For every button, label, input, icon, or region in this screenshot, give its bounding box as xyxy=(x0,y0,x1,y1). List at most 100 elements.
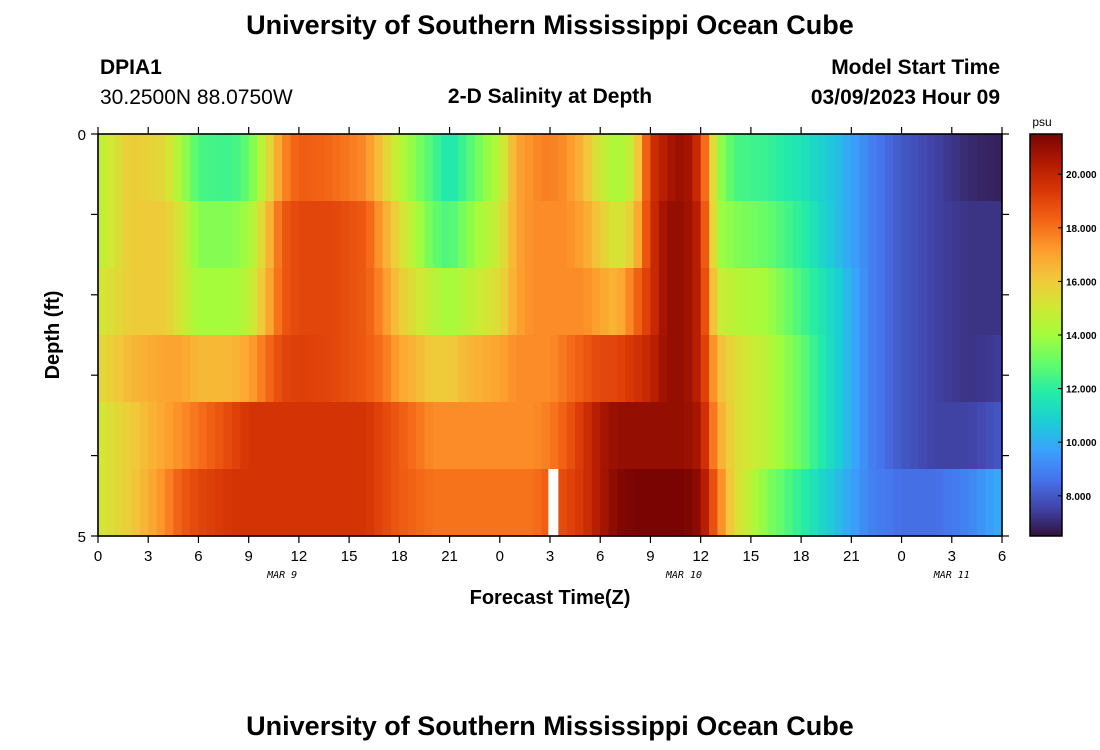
heatmap-cell xyxy=(365,469,375,537)
heatmap-cell xyxy=(365,402,375,470)
heatmap-cell xyxy=(298,134,308,202)
heatmap-cell xyxy=(859,201,869,269)
heatmap-cell xyxy=(315,402,325,470)
heatmap-cell xyxy=(951,134,961,202)
heatmap-cell xyxy=(416,134,426,202)
heatmap-cell xyxy=(474,268,484,336)
colorbar-unit: psu xyxy=(1032,115,1051,129)
heatmap-cell xyxy=(324,134,333,202)
heatmap-cell xyxy=(893,134,903,202)
heatmap-cell xyxy=(976,268,986,336)
heatmap-cell xyxy=(491,469,501,537)
x-tick-label: 18 xyxy=(391,548,408,565)
colorbar-tick-label: 10.000 xyxy=(1066,438,1097,449)
heatmap-cell xyxy=(131,201,141,269)
heatmap-cell xyxy=(550,268,559,336)
heatmap-cell xyxy=(340,201,350,269)
heatmap-cell xyxy=(173,134,183,202)
heatmap-cell xyxy=(231,134,241,202)
x-tick-label: 9 xyxy=(244,548,252,565)
missing-data-marks xyxy=(548,469,559,536)
heatmap-cell xyxy=(324,335,333,403)
heatmap-cell xyxy=(960,201,970,269)
heatmap-cell xyxy=(550,134,559,202)
heatmap-cell xyxy=(298,469,308,537)
heatmap-cell xyxy=(324,201,333,269)
heatmap-cell xyxy=(985,268,995,336)
heatmap-cell xyxy=(692,402,702,470)
heatmap-cell xyxy=(148,335,158,403)
heatmap-cell xyxy=(909,268,919,336)
heatmap-cell xyxy=(508,268,518,336)
heatmap-cell xyxy=(441,402,451,470)
heatmap-cell xyxy=(960,469,970,537)
heatmap-cell xyxy=(909,335,919,403)
x-tick-label: 21 xyxy=(441,548,458,565)
heatmap-cell xyxy=(834,201,844,269)
heatmap-cell xyxy=(851,134,861,202)
heatmap-cell xyxy=(349,402,359,470)
heatmap-cell xyxy=(508,469,518,537)
heatmap-cell xyxy=(407,469,417,537)
heatmap-cell xyxy=(600,201,610,269)
heatmap-cell xyxy=(616,201,626,269)
heatmap-cell xyxy=(608,469,618,537)
heatmap-cell xyxy=(248,201,258,269)
heatmap-cell xyxy=(918,469,928,537)
heatmap-cell xyxy=(642,134,652,202)
heatmap-cell xyxy=(533,335,543,403)
heatmap-cell xyxy=(717,402,727,470)
heatmap-cell xyxy=(215,469,225,537)
heatmap-cell xyxy=(884,335,894,403)
heatmap-cell xyxy=(750,402,760,470)
heatmap-cell xyxy=(449,201,459,269)
heatmap-cell xyxy=(407,134,417,202)
heatmap-cell xyxy=(826,469,836,537)
heatmap-cell xyxy=(985,335,995,403)
heatmap-cell xyxy=(591,469,601,537)
heatmap-cell xyxy=(642,201,652,269)
heatmap-cell xyxy=(499,201,509,269)
heatmap-cell xyxy=(424,469,434,537)
heatmap-cell xyxy=(583,268,593,336)
heatmap-cell xyxy=(240,201,250,269)
heatmap-cell xyxy=(374,402,384,470)
heatmap-cell xyxy=(139,469,149,537)
heatmap-cell xyxy=(466,201,476,269)
heatmap-cell xyxy=(474,335,484,403)
heatmap-cell xyxy=(608,335,618,403)
heatmap-cell xyxy=(491,268,501,336)
heatmap-cell xyxy=(767,268,777,336)
heatmap-cell xyxy=(382,469,392,537)
heatmap-cell xyxy=(248,134,258,202)
heatmap-cell xyxy=(340,335,350,403)
heatmap-cell xyxy=(868,201,878,269)
heatmap-cell xyxy=(173,335,183,403)
heatmap-cell xyxy=(616,134,626,202)
heatmap-cell xyxy=(508,335,518,403)
heatmap-cell xyxy=(558,134,568,202)
heatmap-cell xyxy=(541,335,551,403)
heatmap-cell xyxy=(600,268,610,336)
heatmap-cell xyxy=(709,335,719,403)
heatmap-cell xyxy=(349,469,359,537)
heatmap-cell xyxy=(457,201,467,269)
heatmap-cell xyxy=(282,469,292,537)
heatmap-cell xyxy=(926,134,936,202)
heatmap-cell xyxy=(985,201,995,269)
heatmap-cell xyxy=(123,134,133,202)
heatmap-cell xyxy=(156,201,166,269)
heatmap-cell xyxy=(499,268,509,336)
heatmap-cell xyxy=(868,402,878,470)
heatmap-cell xyxy=(801,335,811,403)
x-tick-label: 9 xyxy=(646,548,654,565)
heatmap-cell xyxy=(340,134,350,202)
heatmap-cell xyxy=(591,335,601,403)
heatmap-cell xyxy=(466,469,476,537)
heatmap-cell xyxy=(466,335,476,403)
heatmap-cell xyxy=(884,402,894,470)
footer-title: University of Southern Mississippi Ocean… xyxy=(246,711,854,741)
heatmap-cell xyxy=(231,335,241,403)
heatmap-cell xyxy=(123,335,133,403)
heatmap-cell xyxy=(700,469,710,537)
